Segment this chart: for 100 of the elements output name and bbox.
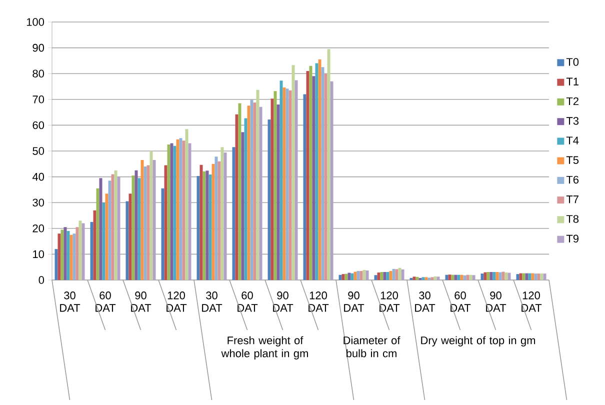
bar [72,234,76,280]
bar [202,171,206,280]
bar [445,274,448,280]
bar [519,273,522,280]
bar [108,180,112,280]
y-tick-label: 80 [32,70,44,78]
bar [383,272,386,280]
bar [490,272,493,280]
bar [472,275,476,280]
bar [232,147,236,280]
y-tick-label: 100 [26,18,44,26]
bar [164,165,168,280]
bar [96,188,100,280]
bar [259,106,262,280]
bar [430,277,434,280]
bar [182,140,186,280]
bar [327,49,330,280]
bar [288,90,292,280]
bar [185,129,188,280]
bar [140,160,144,280]
bar [380,272,384,280]
y-tick-label: 40 [32,172,44,181]
x-tick-label: 90 DAT [344,292,364,312]
bar [256,90,260,280]
bar [250,100,254,280]
bar [528,273,532,280]
legend-label: T7 [566,196,578,204]
bar [469,274,472,280]
bar [434,276,437,280]
bar [324,74,328,280]
bar [208,174,212,280]
bar [354,272,357,280]
bar [128,194,132,280]
bar [522,273,526,280]
bar [170,143,174,280]
bar [422,277,425,280]
bar [460,274,464,280]
legend-label: T5 [566,156,579,164]
bar [150,151,153,280]
bar [274,91,277,280]
y-tick-label: 20 [32,224,44,232]
legend-label: T2 [566,97,578,106]
text: Fresh weight of whole plant in gm [221,336,308,360]
bar [200,164,203,280]
bar [146,165,150,280]
bar [312,76,316,280]
bar [398,268,402,280]
bar [134,170,138,280]
legend-label: T9 [566,234,578,243]
bar [424,277,428,280]
bar [282,88,286,280]
bar [350,273,354,280]
bar [344,274,348,280]
bar [534,274,538,280]
bar [330,81,334,280]
x-tick-label: 30 DAT [60,292,80,312]
bar [114,170,118,280]
bar [498,272,502,280]
y-tick-label: 90 [32,44,44,52]
bar [152,160,156,280]
x-tick-label: 60 DAT [96,292,116,312]
bar [401,269,404,280]
bar [502,272,505,280]
bar [303,94,306,280]
bar [244,118,248,280]
x-tick-label: 120 DAT [166,292,187,312]
bar [486,272,490,280]
bar [212,164,215,280]
bar [64,227,67,280]
legend-label: T0 [566,58,579,66]
bar [412,276,416,280]
bar [392,268,396,280]
bar [235,114,238,280]
bar [70,234,73,280]
x-tick-label: 90 DAT [486,292,506,312]
bar [66,230,70,280]
legend-label: T4 [566,136,579,144]
bar [93,210,96,280]
bar [286,88,289,280]
bar [76,227,79,280]
bar [480,274,484,280]
bar [504,272,508,280]
bar [270,98,274,280]
bar [362,270,366,280]
bar [436,276,440,280]
bar [188,143,192,280]
bar [360,270,363,280]
bar [292,65,295,280]
bar [315,63,318,280]
bar [58,234,61,280]
bar [463,275,466,280]
bar [537,274,540,280]
x-tick-label: 30 DAT [202,292,222,312]
bar [416,276,419,280]
y-tick-label: 0 [38,276,44,284]
bar [161,188,164,280]
bar [82,223,85,280]
bar [206,170,209,280]
bar [395,269,398,280]
bar [253,102,256,280]
